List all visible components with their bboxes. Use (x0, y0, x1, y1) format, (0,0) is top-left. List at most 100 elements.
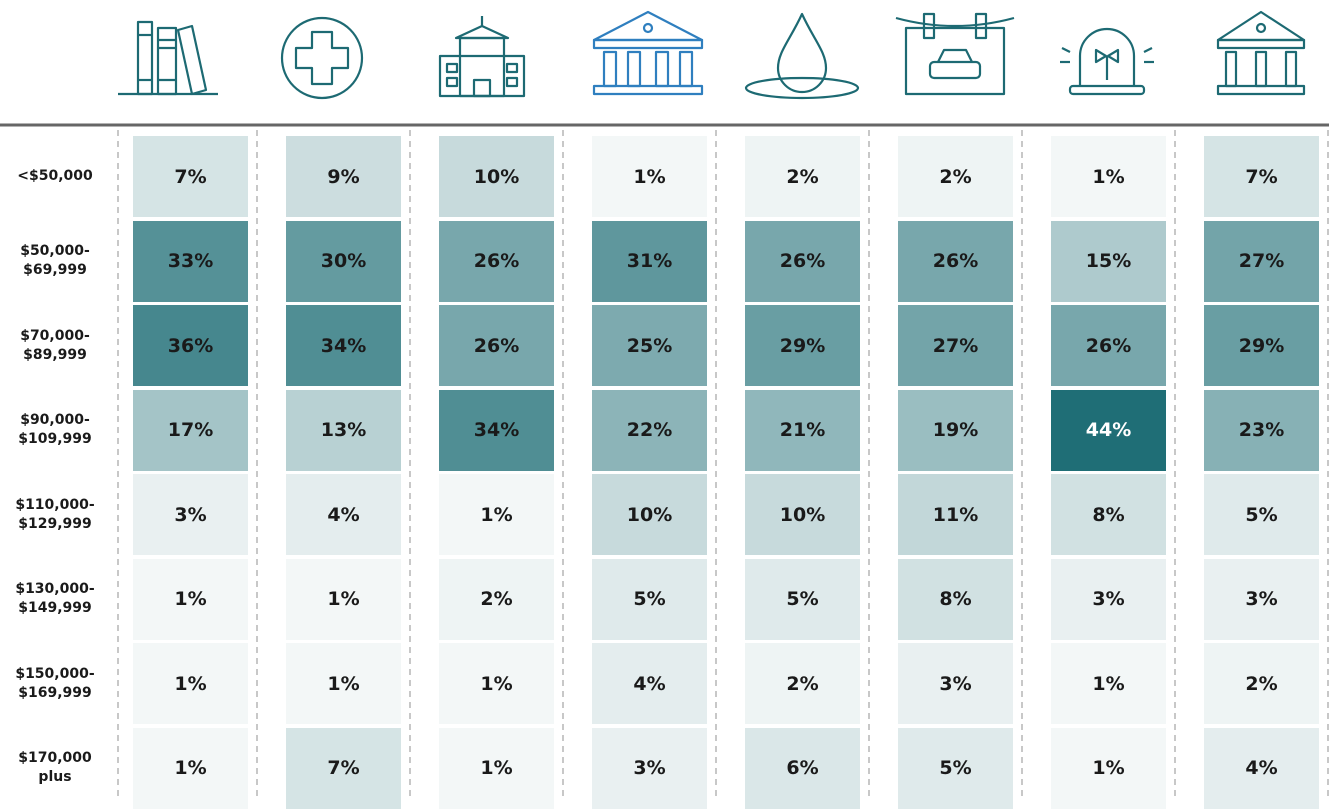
cell-label: 4% (633, 672, 666, 695)
icon-framed-car (895, 12, 1015, 96)
cell-label: 7% (327, 757, 360, 779)
heat-cell: 2% (745, 136, 860, 217)
heat-cell: 10% (439, 136, 554, 217)
heat-cell: 4% (286, 474, 401, 555)
cell-label: 1% (174, 588, 207, 610)
heat-cell: 5% (745, 558, 860, 640)
heat-cell: 3% (133, 474, 248, 555)
cell-label: 2% (1245, 672, 1278, 695)
heat-cell: 1% (286, 558, 401, 640)
heat-cell: 17% (133, 389, 248, 471)
cell-label: 9% (327, 165, 360, 188)
heat-cell: 5% (592, 558, 707, 640)
row-label: $170,000 plus (18, 750, 92, 785)
heat-cell: 1% (1051, 136, 1166, 217)
cell-label: 1% (480, 757, 513, 779)
row-label: $50,000- $69,999 (20, 243, 90, 278)
heat-cell: 34% (439, 389, 554, 471)
cell-label: 5% (786, 588, 819, 610)
heat-cell: 25% (592, 305, 707, 386)
icon-water (744, 12, 860, 100)
cell-label: 8% (1092, 503, 1125, 526)
heat-cell: 33% (133, 220, 248, 302)
heat-cell: 4% (1204, 727, 1319, 809)
heat-cell: 1% (439, 643, 554, 724)
heat-cell: 3% (898, 643, 1013, 724)
cell-label: 22% (626, 419, 673, 441)
heat-cell: 2% (745, 643, 860, 724)
heat-cell: 1% (133, 558, 248, 640)
heat-cell: 27% (898, 305, 1013, 386)
heat-cell: 27% (1204, 220, 1319, 302)
cell-label: 21% (779, 419, 826, 441)
cell-label: 5% (1245, 503, 1278, 526)
cell-label: 5% (939, 757, 972, 779)
cell-label: 26% (932, 250, 979, 272)
heat-cell: 3% (1204, 558, 1319, 640)
cell-label: 1% (1092, 757, 1125, 779)
cell-label: 6% (786, 757, 819, 779)
cell-label: 3% (633, 757, 666, 779)
cell-label: 30% (320, 250, 367, 272)
cell-label: 7% (174, 165, 207, 188)
heat-cell: 5% (1204, 474, 1319, 555)
icon-building (438, 16, 526, 98)
heat-cell: 4% (592, 643, 707, 724)
cell-label: 2% (480, 588, 513, 610)
cell-label: 1% (1092, 165, 1125, 188)
cell-label: 10% (473, 165, 520, 188)
heat-cell: 1% (1051, 643, 1166, 724)
cell-label: 1% (327, 672, 360, 695)
heat-cell: 26% (898, 220, 1013, 302)
cell-label: 13% (320, 419, 367, 441)
heat-cell: 22% (592, 389, 707, 471)
heat-cell: 8% (898, 558, 1013, 640)
cell-label: 3% (1245, 588, 1278, 610)
column-separators (117, 130, 1329, 800)
cell-label: 1% (174, 757, 207, 779)
cell-label: 10% (779, 503, 826, 526)
cell-label: 1% (480, 672, 513, 695)
heat-cell: 7% (133, 136, 248, 217)
row-label: <$50,000 (17, 168, 93, 184)
heat-cell: 1% (133, 643, 248, 724)
cell-label: 1% (327, 588, 360, 610)
row-label: $70,000- $89,999 (20, 327, 90, 363)
cell-label: 4% (1245, 757, 1278, 779)
cell-label: 15% (1085, 250, 1132, 272)
cell-label: 29% (779, 334, 826, 357)
icon-books (118, 20, 218, 96)
heat-cell: 5% (898, 727, 1013, 809)
heat-cell: 1% (439, 474, 554, 555)
cell-label: 26% (779, 250, 826, 272)
heat-cell: 31% (592, 220, 707, 302)
cell-label: 34% (320, 334, 367, 357)
cell-label: 31% (626, 250, 673, 272)
row-label: $110,000- $129,999 (15, 496, 95, 532)
heat-cell: 15% (1051, 220, 1166, 302)
heat-cell: 7% (1204, 136, 1319, 217)
row-label: $90,000- $109,999 (18, 412, 92, 447)
heat-cell: 1% (439, 727, 554, 809)
cell-label: 26% (1085, 334, 1132, 357)
heat-cell: 26% (745, 220, 860, 302)
heat-cell: 2% (439, 558, 554, 640)
heat-cell: 6% (745, 727, 860, 809)
cell-label: 23% (1238, 419, 1285, 441)
heat-cell: 2% (1204, 643, 1319, 724)
cell-label: 10% (626, 503, 673, 526)
cell-label: 3% (174, 503, 207, 526)
heat-cell: 1% (592, 136, 707, 217)
heat-cell: 1% (133, 727, 248, 809)
cell-label: 1% (633, 165, 666, 188)
cell-label: 36% (167, 334, 214, 357)
cell-label: 4% (327, 503, 360, 526)
heat-cell: 7% (286, 727, 401, 809)
cell-label: 34% (473, 419, 520, 441)
heat-cell: 3% (1051, 558, 1166, 640)
heat-cell: 10% (592, 474, 707, 555)
heat-cell: 8% (1051, 474, 1166, 555)
cell-label: 26% (473, 250, 520, 272)
